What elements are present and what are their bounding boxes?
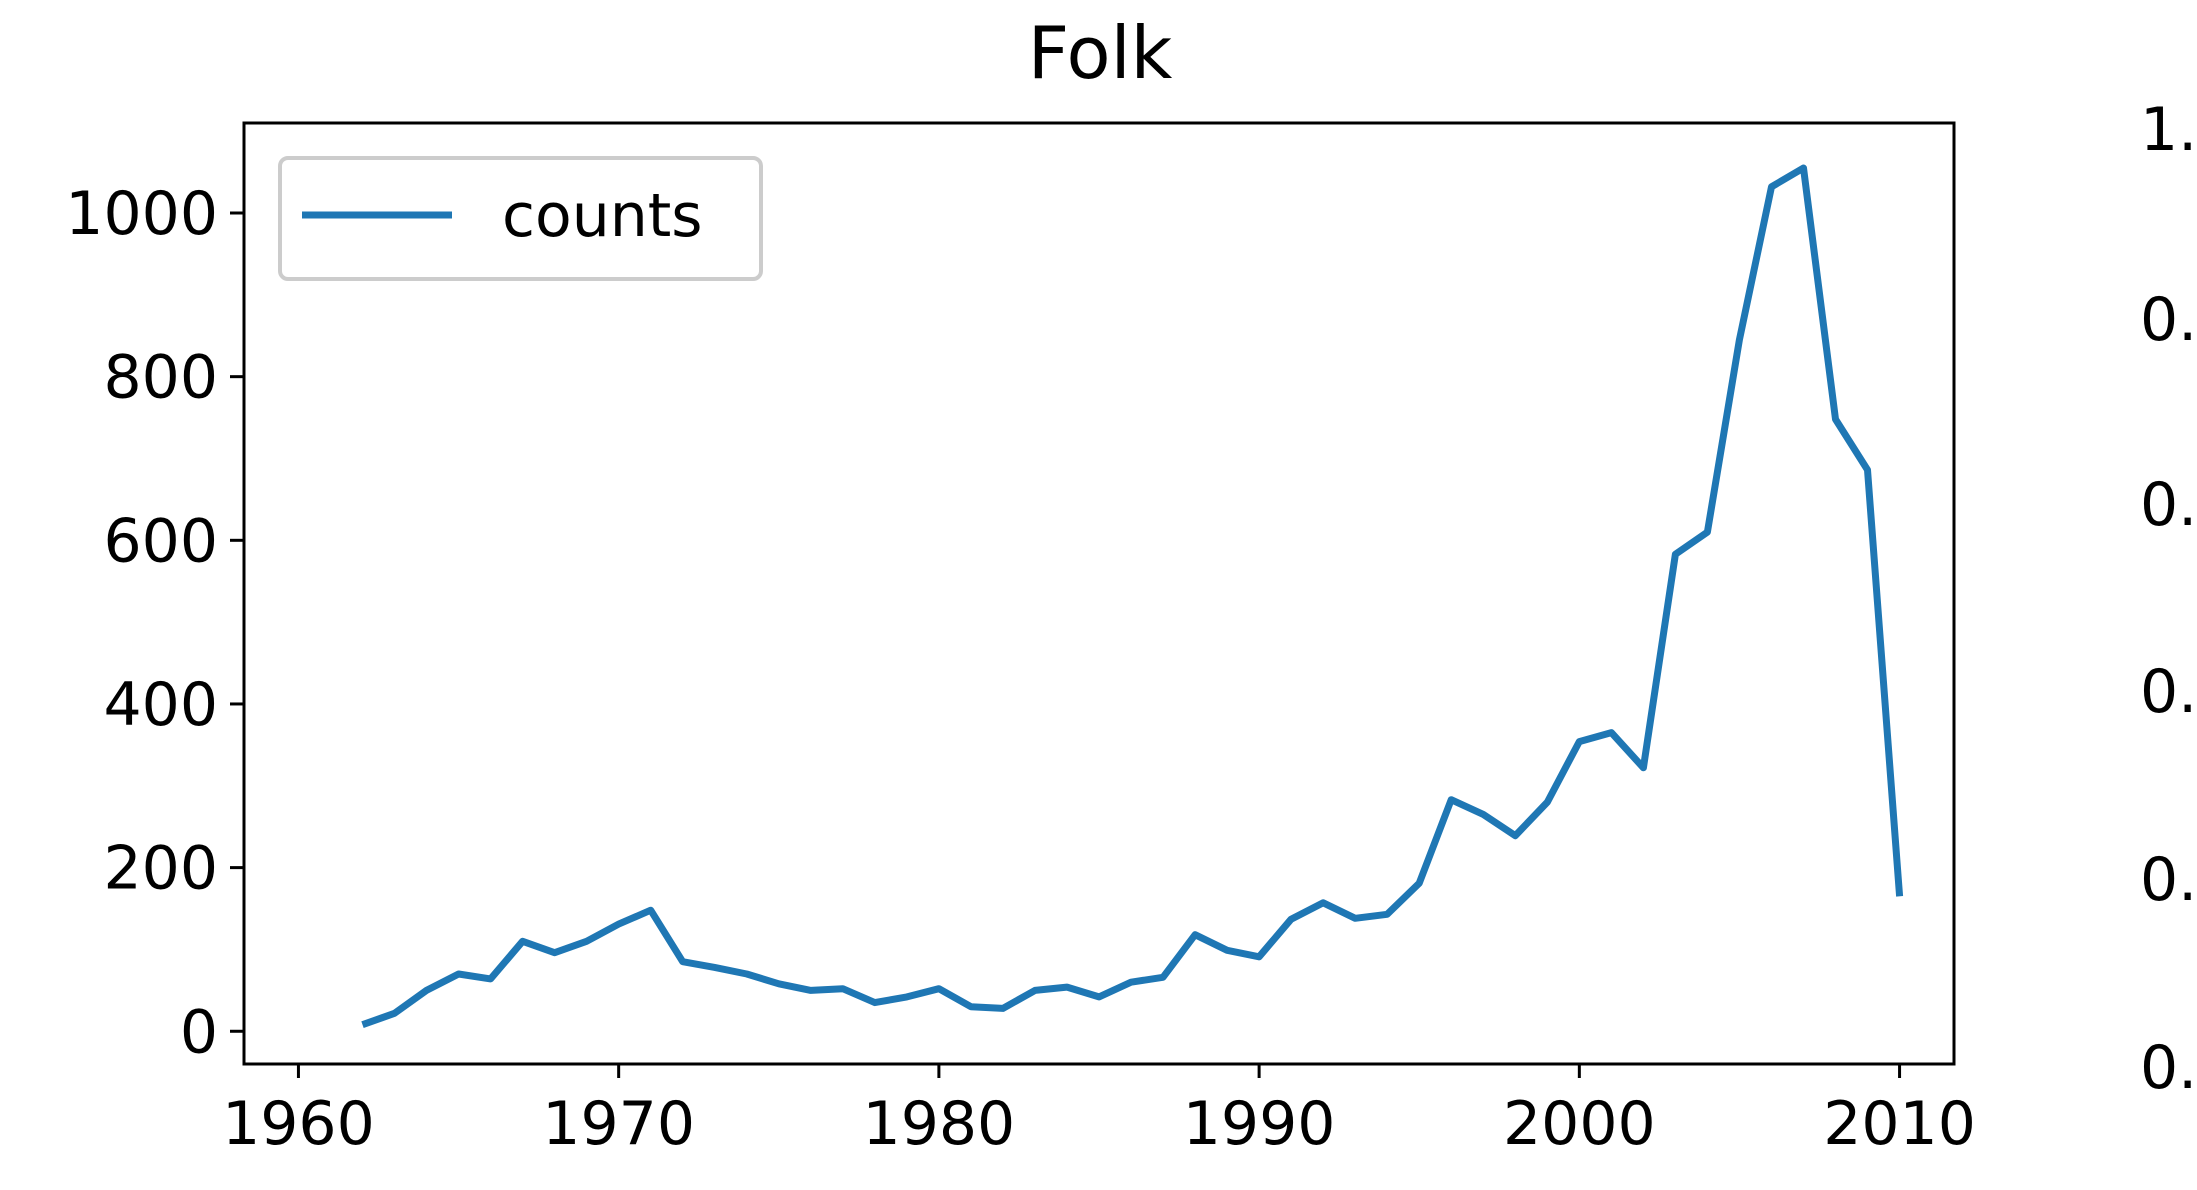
y-tick-label: 800 [103,343,218,413]
series-line-counts [361,164,1904,1028]
x-tick-label: 2000 [1503,1089,1656,1159]
legend: counts [278,156,763,281]
y-tick-label: 0 [180,997,218,1067]
y-axis: 0 200 400 600 800 1000 [65,179,244,1067]
second-chart-y-tick-label: 0. [2140,657,2197,727]
chart-title: Folk [1028,11,1173,95]
second-chart-y-tick-label: 0. [2140,470,2197,540]
plot-frame [242,121,1956,1066]
second-chart-y-tick-label: 1. [2140,95,2197,165]
x-tick-label: 1980 [863,1089,1016,1159]
x-tick-label: 1990 [1183,1089,1336,1159]
x-tick-label: 1970 [542,1089,695,1159]
x-axis: 1960 1970 1980 1990 2000 2010 [222,1064,1976,1159]
x-tick-label: 2010 [1823,1089,1976,1159]
x-tick-label: 1960 [222,1089,375,1159]
second-chart-y-tick-label: 0. [2140,285,2197,355]
y-tick-label: 200 [103,834,218,904]
y-tick-label: 400 [103,670,218,740]
legend-label: counts [502,181,703,251]
series-layer [361,164,1904,1028]
second-chart-y-tick-label: 0. [2140,845,2197,915]
y-tick-label: 1000 [65,179,218,249]
second-chart-y-axis: 1. 0. 0. 0. 0. 0. [2140,95,2197,1103]
second-chart-y-tick-label: 0. [2140,1033,2197,1103]
legend-box [278,156,763,281]
y-tick-label: 600 [103,506,218,576]
